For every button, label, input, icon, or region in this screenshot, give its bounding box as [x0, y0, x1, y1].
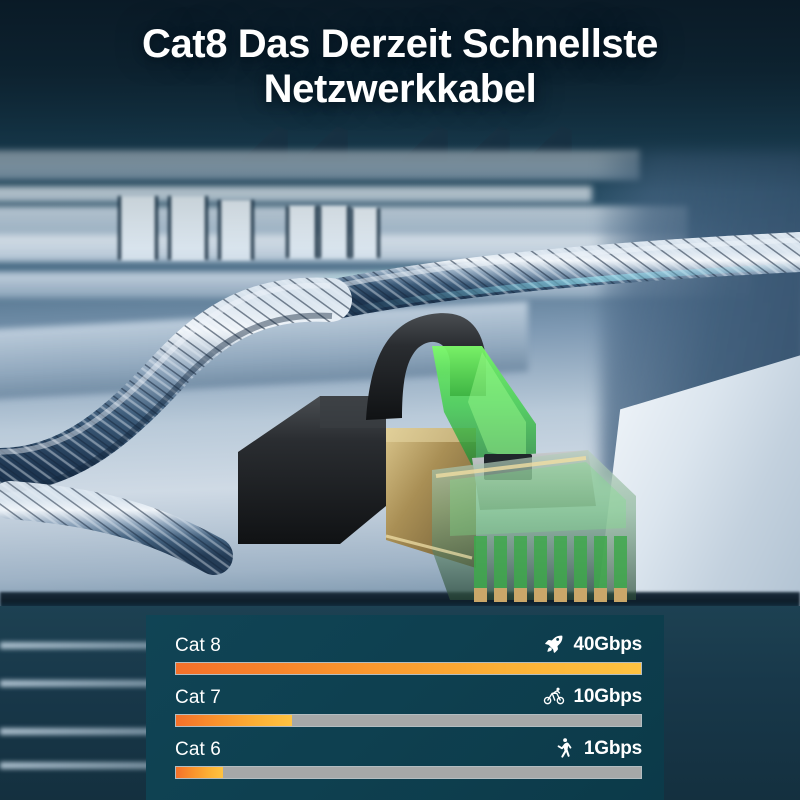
cat8-label: Cat 8 — [175, 635, 221, 656]
page-title: Cat8 Das Derzeit Schnellste Netzwerkkabe… — [0, 22, 800, 112]
cat7-speed-group: 10Gbps — [543, 685, 643, 707]
cat6-bar-fill — [176, 767, 223, 778]
cat8-speed-group: 40Gbps — [543, 633, 643, 655]
comparison-row-cat8: Cat 8 40Gbps — [175, 627, 642, 679]
cat7-label: Cat 7 — [175, 687, 221, 708]
rocket-icon — [543, 633, 565, 655]
cat6-label: Cat 6 — [175, 739, 221, 760]
cat8-bar-track — [175, 662, 642, 675]
headline-line-1: Cat8 Das Derzeit Schnellste — [141, 22, 659, 66]
cat8-bar-fill — [176, 663, 641, 674]
cat6-speed-group: 1Gbps — [553, 737, 642, 759]
speed-comparison-panel: Cat 8 40Gbps — [146, 615, 664, 800]
cat7-speed-value: 10Gbps — [573, 685, 643, 707]
comparison-row-cat7: Cat 7 10Gbps — [175, 679, 642, 731]
rj45-connector — [236, 300, 646, 630]
cat7-bar-fill — [176, 715, 293, 726]
cat6-speed-value: 1Gbps — [583, 737, 642, 759]
walking-icon — [553, 737, 575, 759]
cat6-bar-track — [175, 766, 642, 779]
headline-line-2: Netzwerkkabel — [263, 66, 537, 111]
cat8-speed-value: 40Gbps — [573, 633, 643, 655]
cat7-bar-track — [175, 714, 642, 727]
bicycle-icon — [543, 685, 565, 707]
speed-comparison-rows: Cat 8 40Gbps — [175, 627, 642, 783]
comparison-row-cat6: Cat 6 1Gbps — [175, 731, 642, 783]
